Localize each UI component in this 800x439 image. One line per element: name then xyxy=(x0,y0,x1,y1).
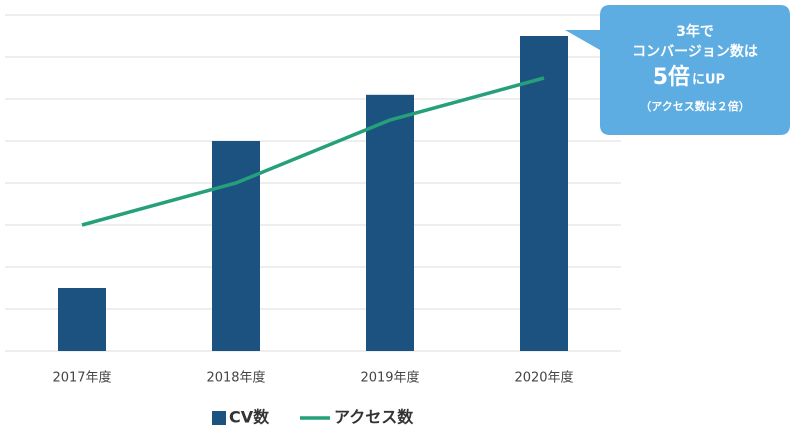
callout-suffix: にUP xyxy=(692,73,725,88)
callout-line: 3年で xyxy=(676,23,714,40)
line xyxy=(81,76,545,227)
x-tick-label: 2018年度 xyxy=(206,370,265,386)
bar xyxy=(366,94,414,352)
callout-bubble xyxy=(565,5,790,135)
x-tick-label: 2017年度 xyxy=(52,370,111,386)
bar xyxy=(520,36,568,351)
callout-highlight: 5倍 xyxy=(653,64,690,90)
legend-swatch xyxy=(212,411,226,425)
x-tick-label: 2020年度 xyxy=(514,370,573,386)
bar xyxy=(212,141,260,351)
legend-label: CV数 xyxy=(229,408,270,427)
bar xyxy=(58,288,106,351)
callout-note: （アクセス数は２倍） xyxy=(640,99,749,113)
callout-line: コンバージョン数は xyxy=(632,43,758,60)
x-tick-label: 2019年度 xyxy=(360,370,419,386)
legend-label: アクセス数 xyxy=(334,408,414,427)
